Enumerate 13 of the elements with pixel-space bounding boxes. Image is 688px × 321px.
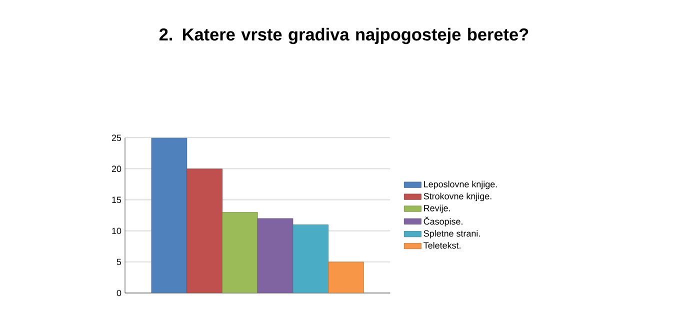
y-tick-label: 10 <box>112 228 122 234</box>
legend-label: Revije. <box>424 204 450 214</box>
y-tick-label: 5 <box>116 258 122 266</box>
y-tick-label: 0 <box>116 290 122 296</box>
y-tick-label: 20 <box>112 166 122 172</box>
legend-label: Spletne strani. <box>424 230 480 238</box>
legend-label: Leposlovne knjige. <box>424 180 497 190</box>
legend-label: Časopise. <box>424 216 462 226</box>
y-tick-label: 15 <box>112 196 122 204</box>
legend-label: Strokovne knjige. <box>424 192 492 202</box>
chart-title: 2. Katere vrste gradiva najpogosteje berete? <box>159 28 528 44</box>
legend-label: Teletekst. <box>424 242 460 249</box>
y-tick-label: 25 <box>112 134 122 142</box>
